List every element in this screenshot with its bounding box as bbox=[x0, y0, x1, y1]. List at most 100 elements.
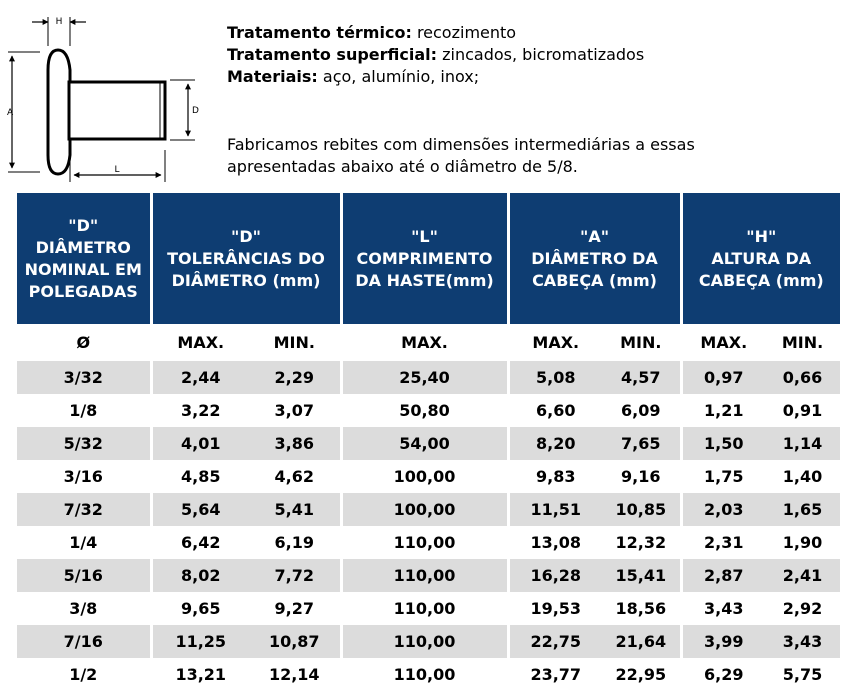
table-cell: 2,31 bbox=[679, 526, 766, 559]
table-cell: 5/32 bbox=[17, 427, 151, 460]
table-cell: 1,65 bbox=[765, 493, 841, 526]
table-cell: 6,42 bbox=[149, 526, 249, 559]
table-cell: 7/32 bbox=[17, 493, 151, 526]
table-cell: 1,14 bbox=[765, 427, 841, 460]
table-cell: 7,65 bbox=[602, 427, 682, 460]
header-head-height: "H" ALTURA DA CABEÇA (mm) bbox=[679, 193, 841, 324]
table-cell: 5,64 bbox=[149, 493, 249, 526]
table-cell: 3,22 bbox=[149, 394, 249, 427]
table-cell: 1,21 bbox=[679, 394, 766, 427]
table-cell: 1/4 bbox=[69, 533, 98, 552]
table-cell: 1,90 bbox=[782, 533, 823, 552]
subheader-cell: MAX. bbox=[679, 324, 766, 361]
subheader-cell: MAX. bbox=[149, 324, 249, 361]
table-cell: 8,02 bbox=[149, 559, 249, 592]
header-diameter-tolerance: "D" TOLERÂNCIAS DO DIÂMETRO (mm) bbox=[149, 193, 342, 324]
table-cell: 5,75 bbox=[782, 665, 823, 684]
table-cell: 6,29 bbox=[679, 658, 766, 691]
table-cell: 5/16 bbox=[17, 559, 151, 592]
header-shank-length: "L" COMPRIMENTO DA HASTE(mm) bbox=[339, 193, 509, 324]
table-row: 3/16 4,85 4,62 100,00 9,83 9,16 1,75 1,40 bbox=[17, 460, 840, 493]
table-cell: 12,14 bbox=[268, 665, 320, 684]
label-a: A bbox=[7, 108, 14, 118]
manufacturing-note: Fabricamos rebites com dimensões interme… bbox=[227, 135, 695, 176]
table-cell: 110,00 bbox=[339, 526, 509, 559]
table-cell: 3,99 bbox=[679, 625, 766, 658]
table-cell: 6,60 bbox=[506, 394, 603, 427]
table-cell: 1,50 bbox=[679, 427, 766, 460]
table-cell: 3,43 bbox=[765, 625, 841, 658]
table-row: 1/2 13,21 12,14 110,00 23,77 22,95 6,29 5,75 bbox=[17, 658, 840, 691]
table-cell: 3/8 bbox=[69, 599, 98, 618]
table-cell: 4,01 bbox=[149, 427, 249, 460]
table-cell: 110,00 bbox=[339, 592, 509, 625]
table-cell: 54,00 bbox=[339, 427, 509, 460]
table-cell: 1,40 bbox=[782, 467, 823, 486]
table-cell: 0,91 bbox=[782, 401, 823, 420]
table-cell: 3,86 bbox=[249, 427, 342, 460]
table-cell: 5,41 bbox=[249, 493, 342, 526]
table-header-row: "D" DIÂMETRO NOMINAL EM POLEGADAS "D" TOLERÂ… bbox=[17, 193, 841, 324]
table-cell: 100,00 bbox=[339, 493, 509, 526]
table-cell: 3,07 bbox=[274, 401, 314, 420]
table-row: 5/16 8,02 7,72 110,00 16,28 15,41 2,87 2,41 bbox=[17, 559, 841, 592]
table-cell: 9,16 bbox=[621, 467, 661, 486]
table-cell: 21,64 bbox=[602, 625, 682, 658]
subheader-row: Ø MAX. MIN. MAX. MAX. MIN. MAX. MIN. bbox=[17, 324, 840, 361]
header-nominal-diameter: "D" DIÂMETRO NOMINAL EM POLEGADAS bbox=[17, 193, 151, 324]
subheader-cell: MIN. bbox=[620, 333, 662, 352]
table-cell: 10,87 bbox=[249, 625, 342, 658]
table-cell: 50,80 bbox=[339, 394, 509, 427]
table-row: 7/32 5,64 5,41 100,00 11,51 10,85 2,03 1,65 bbox=[17, 493, 841, 526]
spec-materials: Materiais: aço, alumínio, inox; bbox=[227, 67, 480, 86]
table-cell: 5,08 bbox=[506, 361, 603, 394]
table-cell: 7/16 bbox=[17, 625, 151, 658]
table-cell: 6,19 bbox=[274, 533, 314, 552]
spec-surface-treatment: Tratamento superficial: zincados, bicrom… bbox=[227, 45, 645, 64]
table-cell: 23,77 bbox=[506, 658, 603, 691]
table-cell: 15,41 bbox=[602, 559, 682, 592]
table-cell: 22,75 bbox=[506, 625, 603, 658]
rivet-drawing: H A D L bbox=[7, 17, 199, 182]
table-cell: 7,72 bbox=[249, 559, 342, 592]
table-cell: 16,28 bbox=[506, 559, 603, 592]
subheader-cell: Ø bbox=[76, 333, 91, 352]
table-cell: 0,97 bbox=[679, 361, 766, 394]
table-cell: 110,00 bbox=[339, 658, 509, 691]
table-cell: 13,08 bbox=[506, 526, 603, 559]
table-row: 1/8 3,22 3,07 50,80 6,60 6,09 1,21 0,91 bbox=[17, 394, 840, 427]
table-cell: 110,00 bbox=[339, 625, 509, 658]
table-row: 1/4 6,42 6,19 110,00 13,08 12,32 2,31 1,90 bbox=[17, 526, 840, 559]
table-cell: 13,21 bbox=[149, 658, 249, 691]
table-cell: 2,92 bbox=[782, 599, 823, 618]
table-cell: 9,27 bbox=[274, 599, 314, 618]
table-cell: 1/2 bbox=[69, 665, 98, 684]
table-cell: 3/16 bbox=[63, 467, 103, 486]
label-h: H bbox=[56, 17, 63, 27]
table-cell: 0,66 bbox=[765, 361, 841, 394]
label-l: L bbox=[114, 165, 119, 175]
table-cell: 3,43 bbox=[679, 592, 766, 625]
table-cell: 9,65 bbox=[149, 592, 249, 625]
table-row: 3/32 2,44 2,29 25,40 5,08 4,57 0,97 0,66 bbox=[17, 361, 841, 394]
table-cell: 110,00 bbox=[339, 559, 509, 592]
table-cell: 1/8 bbox=[69, 401, 98, 420]
subheader-cell: MIN. bbox=[273, 333, 315, 352]
table-cell: 1,75 bbox=[679, 460, 766, 493]
table-cell: 6,09 bbox=[621, 401, 661, 420]
table-cell: 9,83 bbox=[506, 460, 603, 493]
table-cell: 100,00 bbox=[339, 460, 509, 493]
label-d: D bbox=[192, 106, 199, 116]
table-cell: 11,51 bbox=[506, 493, 603, 526]
table-cell: 4,57 bbox=[602, 361, 682, 394]
table-cell: 2,87 bbox=[679, 559, 766, 592]
table-cell: 2,03 bbox=[679, 493, 766, 526]
table-row: 5/32 4,01 3,86 54,00 8,20 7,65 1,50 1,14 bbox=[17, 427, 841, 460]
table-cell: 19,53 bbox=[506, 592, 603, 625]
table-cell: 25,40 bbox=[339, 361, 509, 394]
table-cell: 10,85 bbox=[602, 493, 682, 526]
table-cell: 2,29 bbox=[249, 361, 342, 394]
table-cell: 22,95 bbox=[615, 665, 667, 684]
table-cell: 4,62 bbox=[274, 467, 314, 486]
table-cell: 2,44 bbox=[149, 361, 249, 394]
